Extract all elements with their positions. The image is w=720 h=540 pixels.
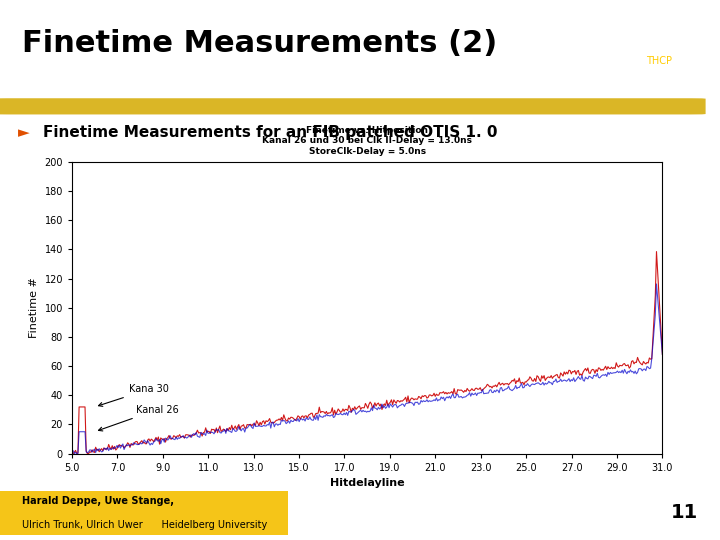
Text: Kanal 26: Kanal 26 (99, 405, 179, 431)
Text: THCP: THCP (646, 56, 672, 66)
Y-axis label: Finetime #: Finetime # (29, 278, 39, 338)
Text: Kana 30: Kana 30 (99, 384, 168, 406)
FancyBboxPatch shape (0, 491, 288, 535)
Text: 11: 11 (671, 503, 698, 523)
X-axis label: Hitdelayline: Hitdelayline (330, 478, 405, 488)
Text: Finetime Measurements (2): Finetime Measurements (2) (22, 29, 497, 58)
Text: Finetime Measurements for an FIB patched OTIS 1. 0: Finetime Measurements for an FIB patched… (43, 125, 498, 140)
FancyBboxPatch shape (0, 98, 706, 114)
Text: Harald Deppe, Uwe Stange,: Harald Deppe, Uwe Stange, (22, 496, 174, 506)
Text: Ulrich Trunk, Ulrich Uwer      Heidelberg University: Ulrich Trunk, Ulrich Uwer Heidelberg Uni… (22, 520, 267, 530)
Text: LHCb: LHCb (643, 31, 675, 41)
Text: ►: ► (18, 125, 30, 140)
Title: Finetime vs. Hitposition
Kanal 26 und 30 bei Clk II-Delay = 13.0ns
StoreClk-Dela: Finetime vs. Hitposition Kanal 26 und 30… (262, 126, 472, 156)
